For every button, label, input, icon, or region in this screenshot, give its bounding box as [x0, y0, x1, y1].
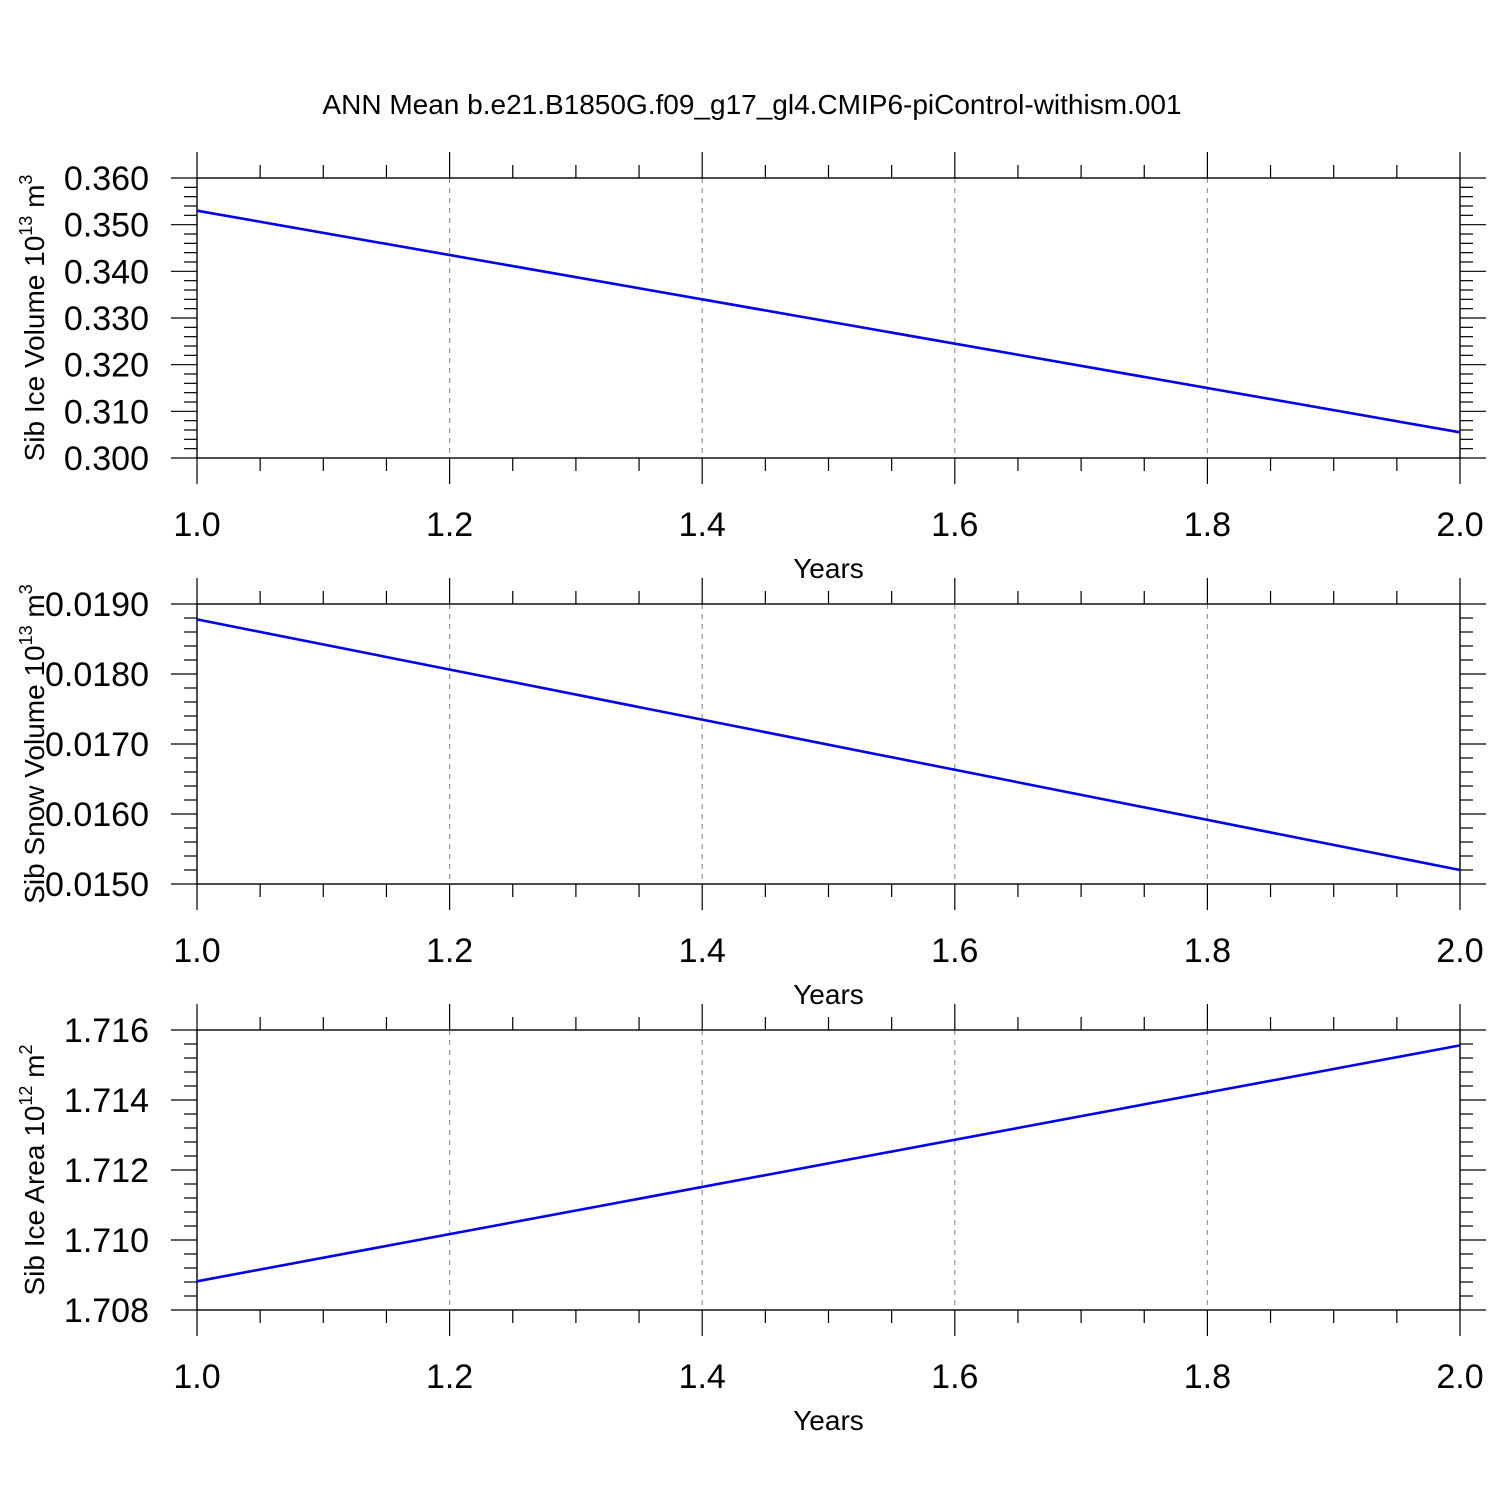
y-axis-label: Sib Ice Volume 1013 m3	[16, 175, 50, 462]
data-line	[196, 209, 1461, 434]
y-axis-label: Sib Ice Area 1012 m2	[16, 1044, 50, 1295]
x-tick-label: 1.2	[426, 1358, 473, 1396]
x-axis-label: Years	[793, 553, 864, 584]
chart-panel-3: 1.0 1.2 1.4 1.6 1.8 2.0 1.708 1.710 1.712 1.714 1.…	[16, 1004, 1486, 1436]
x-tick-label: 1.4	[679, 506, 726, 544]
y-tick-label: 1.716	[64, 1012, 149, 1050]
y-tick-label: 0.0180	[45, 656, 149, 694]
data-line	[196, 1044, 1461, 1283]
x-tick-label: 1.0	[173, 932, 220, 970]
y-tick-label: 0.300	[64, 440, 149, 478]
x-tick-label: 1.6	[931, 506, 978, 544]
y-tick-label: 0.330	[64, 300, 149, 338]
y-tick-label: 1.708	[64, 1292, 149, 1330]
plot-frame	[196, 1029, 1461, 1311]
x-tick-label: 1.6	[931, 932, 978, 970]
x-axis-label: Years	[793, 979, 864, 1010]
x-tick-label: 1.2	[426, 932, 473, 970]
x-tick-label: 1.4	[679, 932, 726, 970]
panels: 1.0 1.2 1.4 1.6 1.8 2.0 0.300 0.310 0.320 0.330 0.…	[16, 152, 1486, 1436]
x-tick-label: 1.6	[931, 1358, 978, 1396]
plot-frame	[196, 177, 1461, 459]
x-tick-label: 1.8	[1184, 932, 1231, 970]
y-axis-label: Sib Snow Volume 1013 m3	[16, 584, 50, 904]
x-tick-label: 1.2	[426, 506, 473, 544]
x-axis-label: Years	[793, 1405, 864, 1436]
y-tick-label: 0.340	[64, 253, 149, 291]
x-tick-label: 2.0	[1436, 506, 1483, 544]
x-tick-label: 2.0	[1436, 1358, 1483, 1396]
data-line	[196, 618, 1461, 872]
y-tick-label: 0.0190	[45, 586, 149, 624]
y-tick-label: 0.0170	[45, 726, 149, 764]
y-tick-label: 1.714	[64, 1082, 149, 1120]
y-tick-label: 0.0150	[45, 866, 149, 904]
x-tick-label: 1.8	[1184, 1358, 1231, 1396]
y-tick-label: 1.712	[64, 1152, 149, 1190]
y-tick-label: 0.350	[64, 207, 149, 245]
y-tick-label: 0.320	[64, 347, 149, 385]
x-tick-label: 1.4	[679, 1358, 726, 1396]
chart-panel-2: 1.0 1.2 1.4 1.6 1.8 2.0 0.0150 0.0160 0.0170 0.01…	[16, 578, 1486, 1010]
figure-title: ANN Mean b.e21.B1850G.f09_g17_gl4.CMIP6-…	[322, 89, 1181, 120]
y-tick-label: 0.0160	[45, 796, 149, 834]
x-tick-label: 1.0	[173, 1358, 220, 1396]
y-tick-label: 0.360	[64, 160, 149, 198]
chart-panel-1: 1.0 1.2 1.4 1.6 1.8 2.0 0.300 0.310 0.320 0.330 0.…	[16, 152, 1486, 584]
x-tick-label: 1.8	[1184, 506, 1231, 544]
x-tick-label: 1.0	[173, 506, 220, 544]
x-tick-label: 2.0	[1436, 932, 1483, 970]
y-tick-label: 1.710	[64, 1222, 149, 1260]
y-tick-label: 0.310	[64, 393, 149, 431]
